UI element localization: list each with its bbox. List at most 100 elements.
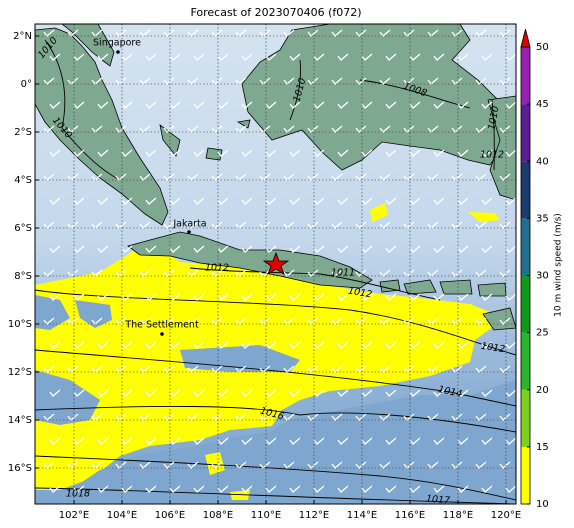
wind-barb: [355, 29, 367, 37]
colorbar-segment: [521, 389, 530, 447]
wind-barb: [505, 485, 516, 493]
wind-barb: [457, 245, 469, 253]
wind-barb: [307, 365, 319, 373]
wind-barb: [241, 341, 253, 349]
colorbar-tick-label: 10: [536, 499, 549, 510]
wind-barb: [475, 413, 487, 421]
wind-barb: [169, 389, 181, 397]
wind-barb: [331, 461, 343, 469]
wind-barb: [331, 365, 343, 373]
wind-barb: [337, 149, 349, 157]
wind-barb: [187, 413, 199, 421]
wind-barb: [121, 101, 133, 109]
colorbar: 10 15 20 25 30 35 40 45 50 10 m wind speed (m/s): [520, 28, 564, 510]
wind-barb: [121, 437, 133, 445]
wind-barb: [145, 149, 157, 157]
wind-barb: [307, 269, 319, 277]
wind-barb: [169, 149, 181, 157]
wind-barb: [385, 101, 397, 109]
wind-barb: [331, 29, 343, 37]
wind-barb: [331, 221, 343, 229]
wind-barb: [169, 101, 181, 109]
wind-barb: [409, 149, 421, 157]
wind-barb: [145, 101, 157, 109]
wind-barb: [361, 389, 373, 397]
wind-barb: [193, 341, 205, 349]
wind-barb: [475, 29, 487, 37]
wind-barb: [289, 149, 301, 157]
wind-barb: [481, 293, 493, 301]
wind-barb: [307, 221, 319, 229]
wind-barb: [313, 101, 325, 109]
wind-barb: [475, 365, 487, 373]
wind-barb: [97, 149, 109, 157]
wind-barb: [409, 341, 421, 349]
wind-barb: [73, 149, 85, 157]
wind-barb: [265, 149, 277, 157]
y-tick-label: 16°S: [8, 463, 32, 474]
wind-barb: [193, 485, 205, 493]
x-tick-label: 104°E: [107, 510, 137, 521]
wind-barb: [241, 149, 253, 157]
wind-barb: [433, 53, 445, 61]
wind-barb: [331, 173, 343, 181]
wind-barb: [433, 101, 445, 109]
wind-barb: [163, 221, 175, 229]
wind-barb: [505, 197, 516, 205]
wind-barb: [169, 293, 181, 301]
wind-barb: [145, 389, 157, 397]
colorbar-segment: [521, 47, 530, 105]
wind-barb: [475, 173, 487, 181]
wind-barb: [217, 245, 229, 253]
wind-barb: [73, 101, 85, 109]
wind-barb: [121, 389, 133, 397]
wind-barb: [385, 53, 397, 61]
wind-barb: [217, 341, 229, 349]
wind-barb: [433, 389, 445, 397]
wind-barb: [499, 317, 511, 325]
wind-barb: [355, 77, 367, 85]
wind-barb: [505, 341, 516, 349]
wind-barb: [355, 413, 367, 421]
wind-barb: [241, 53, 253, 61]
wind-barb: [337, 53, 349, 61]
wind-barb: [481, 245, 493, 253]
wind-barb: [49, 101, 61, 109]
wind-barb: [385, 485, 397, 493]
wind-barb: [265, 101, 277, 109]
wind-barb: [307, 317, 319, 325]
wind-barb: [361, 53, 373, 61]
y-tick-label: 0°: [21, 79, 32, 90]
colorbar-segment: [521, 161, 530, 219]
wind-barb: [499, 173, 511, 181]
wind-barb: [385, 197, 397, 205]
wind-barb: [313, 437, 325, 445]
wind-barb: [331, 77, 343, 85]
wind-barb: [217, 53, 229, 61]
wind-barb: [145, 245, 157, 253]
wind-barb: [97, 437, 109, 445]
wind-barb: [145, 341, 157, 349]
wind-barb: [163, 461, 175, 469]
places: Singapore Jakarta The Settlement: [93, 38, 207, 336]
colorbar-tick-label: 20: [536, 385, 549, 396]
y-tick-label: 12°S: [8, 367, 32, 378]
wind-barb: [73, 293, 85, 301]
wind-barb: [307, 29, 319, 37]
wind-barb: [121, 485, 133, 493]
wind-barb: [505, 149, 516, 157]
wind-barb: [49, 389, 61, 397]
wind-barb: [49, 437, 61, 445]
wind-barb: [145, 437, 157, 445]
wind-barb: [481, 53, 493, 61]
wind-barb: [49, 245, 61, 253]
map-frame: [34, 23, 517, 505]
x-tick-label: 110°E: [251, 510, 281, 521]
wind-barb: [139, 77, 151, 85]
wind-barb: [73, 437, 85, 445]
wind-barb: [433, 197, 445, 205]
wind-barb: [187, 221, 199, 229]
wind-barb: [187, 461, 199, 469]
